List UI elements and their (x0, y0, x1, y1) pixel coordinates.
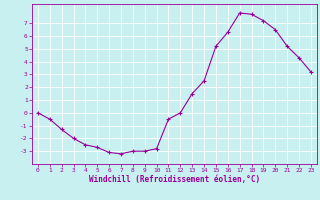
X-axis label: Windchill (Refroidissement éolien,°C): Windchill (Refroidissement éolien,°C) (89, 175, 260, 184)
